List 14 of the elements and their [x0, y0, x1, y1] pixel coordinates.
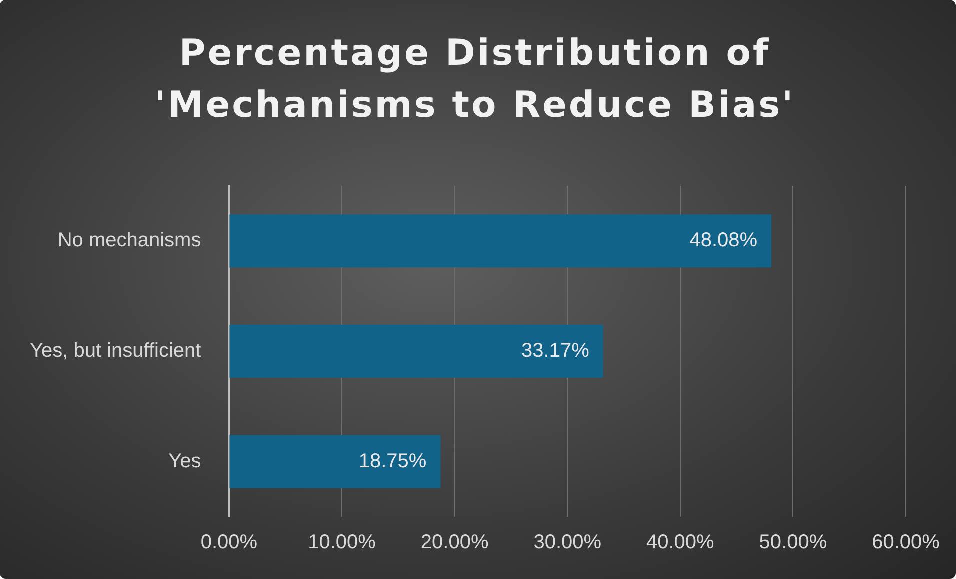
y-tick-label: Yes, but insufficient	[30, 340, 202, 362]
y-tick-label: Yes	[168, 450, 202, 472]
chart-title: Percentage Distribution of 'Mechanisms to Reduce Bias'	[154, 32, 796, 128]
x-tick-label: 40.00%	[646, 532, 715, 554]
y-tick-label: No mechanisms	[58, 230, 202, 252]
x-tick-label: 0.00%	[200, 532, 258, 554]
x-tick-label: 20.00%	[420, 532, 489, 554]
data-label: 48.08%	[690, 230, 758, 252]
data-label: 18.75%	[358, 450, 427, 472]
data-label: 33.17%	[522, 340, 590, 362]
x-tick-label: 50.00%	[759, 532, 828, 554]
x-tick-label: 60.00%	[872, 532, 940, 554]
x-tick-label: 10.00%	[308, 532, 376, 554]
x-tick-label: 30.00%	[534, 532, 602, 554]
